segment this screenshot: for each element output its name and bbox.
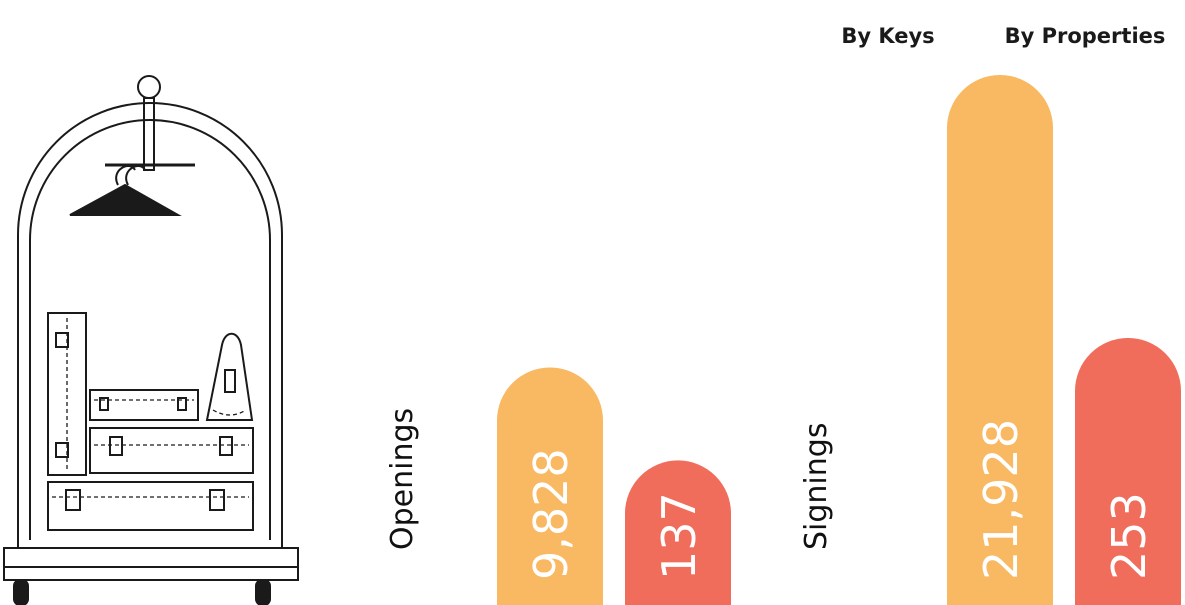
category-label: Openings [385, 408, 420, 550]
value-label: 137 [652, 492, 706, 580]
legend-label: By Properties [1005, 24, 1166, 48]
category-label: Signings [799, 423, 834, 550]
chart: By Keys 9,828 21,928 By Properties 137 253 Ope… [0, 0, 1185, 605]
value-label: 253 [1102, 492, 1156, 580]
value-label: 21,928 [974, 419, 1028, 580]
luggage-cart-illustration [4, 76, 298, 605]
value-label: 9,828 [524, 448, 578, 580]
legend-label: By Keys [841, 24, 934, 48]
